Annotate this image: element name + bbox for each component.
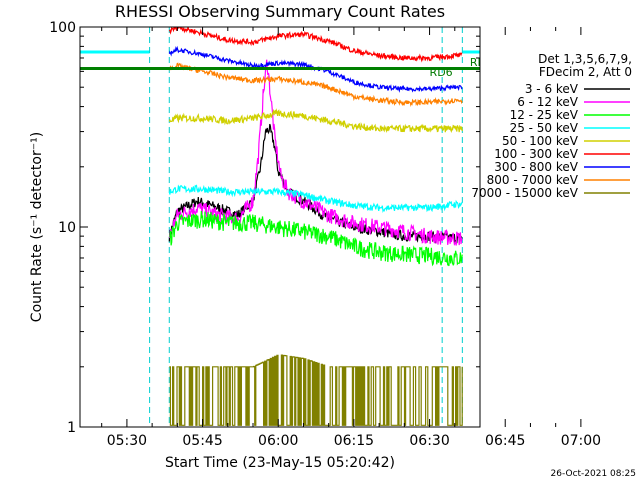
y-axis-label: Count Rate (s⁻¹ detector⁻¹) xyxy=(29,132,45,322)
legend-label-4: 50 - 100 keV xyxy=(502,134,579,148)
series-line-2 xyxy=(168,210,463,267)
series-line-4 xyxy=(168,108,463,134)
annotation-rd6-1: RD6 xyxy=(470,56,493,69)
y-tick-label-1: 10 xyxy=(58,220,76,236)
axis-layer: 05:30 05:45 06:00 06:15 06:30 06:45 07:00 1 10 10… xyxy=(49,20,601,449)
x-tick-label-0: 05:30 xyxy=(107,433,147,449)
x-tick-label-5: 06:45 xyxy=(485,433,525,449)
legend-label-2: 12 - 25 keV xyxy=(510,108,579,122)
x-tick-label-1: 05:45 xyxy=(182,433,222,449)
series-line-0 xyxy=(168,123,463,244)
legend-label-0: 3 - 6 keV xyxy=(525,82,579,96)
legend-label-8: 7000 - 15000 keV xyxy=(471,186,578,200)
x-tick-label-4: 06:30 xyxy=(409,433,449,449)
legend-label-3: 25 - 50 keV xyxy=(510,121,579,135)
series-line-5 xyxy=(168,27,463,63)
x-tick-label-6: 07:00 xyxy=(561,433,601,449)
y-tick-label-2: 100 xyxy=(49,20,76,36)
series-line-1 xyxy=(168,59,463,246)
legend: Det 1,3,5,6,7,9,FDecim 2, Att 0 3 - 6 keV… xyxy=(471,52,632,200)
series-layer: RD6 RD6 xyxy=(80,27,493,427)
timestamp: 26-Oct-2021 08:25 xyxy=(551,469,636,479)
legend-label-5: 100 - 300 keV xyxy=(494,147,578,161)
legend-header-0: Det 1,3,5,6,7,9, xyxy=(538,52,632,66)
annotation-rd6-0: RD6 xyxy=(430,66,453,79)
legend-label-1: 6 - 12 keV xyxy=(517,95,579,109)
legend-label-6: 300 - 800 keV xyxy=(494,160,578,174)
y-tick-label-0: 1 xyxy=(67,420,76,436)
series-line-3 xyxy=(168,184,463,214)
legend-label-7: 800 - 7000 keV xyxy=(487,173,579,187)
legend-header-1: FDecim 2, Att 0 xyxy=(539,65,632,79)
x-axis-label: Start Time (23-May-15 05:20:42) xyxy=(165,455,395,471)
x-tick-label-3: 06:15 xyxy=(334,433,374,449)
chart-title: RHESSI Observing Summary Count Rates xyxy=(115,2,445,21)
series-line-8 xyxy=(169,354,463,426)
x-tick-label-2: 06:00 xyxy=(258,433,298,449)
series-line-7 xyxy=(168,62,463,108)
